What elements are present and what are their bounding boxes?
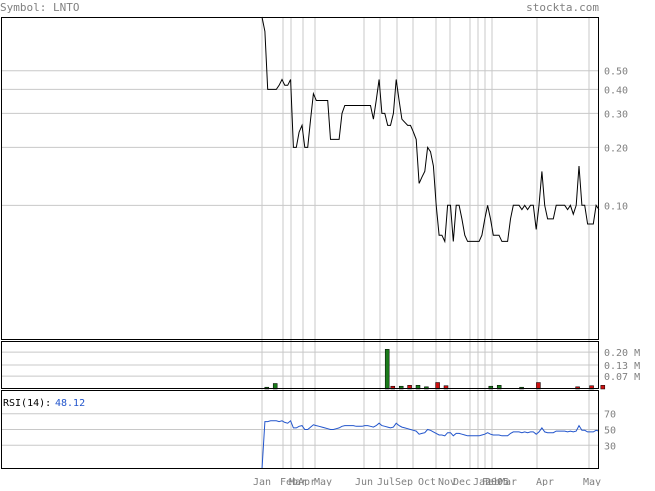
month-label: May	[583, 477, 601, 486]
month-label: Sep	[395, 477, 413, 486]
month-label: Jul	[377, 477, 395, 486]
month-label: Jun	[355, 477, 373, 486]
month-label: Mar	[499, 477, 517, 486]
month-label: Feb	[482, 477, 500, 486]
month-label: Apr	[536, 477, 554, 486]
price-tick-label: 0.40	[604, 85, 628, 96]
rsi-panel: RSI(14): 48.12 70 50 30	[1, 398, 616, 470]
month-label: Mar	[289, 477, 307, 486]
rsi-tick-label: 70	[604, 410, 616, 421]
month-label: Dec	[453, 477, 471, 486]
panel-frames	[1, 17, 599, 469]
rsi-current-value: 48.12	[55, 398, 85, 409]
price-tick-label: 0.20	[604, 143, 628, 154]
month-label: Nov	[438, 477, 456, 486]
month-label: 2005	[485, 477, 509, 486]
month-label: Oct	[418, 477, 436, 486]
volume-bar-down	[600, 385, 606, 390]
month-label: Jan	[253, 477, 271, 486]
volume-bar-up	[384, 349, 390, 390]
site-label: stockta.com	[526, 1, 599, 14]
month-label: Apr	[298, 477, 316, 486]
vertical-gridlines	[261, 17, 590, 469]
rsi-tick-label: 50	[604, 426, 616, 437]
price-tick-label: 0.30	[604, 109, 628, 120]
volume-panel: 0.20 M 0.13 M0.07 M	[1, 348, 640, 390]
price-line	[261, 16, 600, 244]
volume-tick-label: 0.07 M	[604, 372, 640, 383]
month-label: Jan	[473, 477, 491, 486]
rsi-title: RSI(14):	[3, 398, 51, 409]
volume-frame	[1, 341, 599, 389]
price-panel: 0.50 0.40 0.30 0.20 0.10	[1, 16, 628, 244]
rsi-frame	[1, 390, 599, 469]
symbol-label: Symbol: LNTO	[0, 1, 79, 14]
volume-tick-label: 0.20 M	[604, 348, 640, 359]
price-frame	[1, 17, 599, 340]
rsi-tick-label: 30	[604, 441, 616, 452]
rsi-line	[261, 419, 600, 470]
month-label: May	[314, 477, 332, 486]
price-tick-label: 0.50	[604, 67, 628, 78]
volume-tick-label: 0.13 M	[604, 361, 640, 372]
month-label: Feb	[280, 477, 298, 486]
price-tick-label: 0.10	[604, 201, 628, 212]
